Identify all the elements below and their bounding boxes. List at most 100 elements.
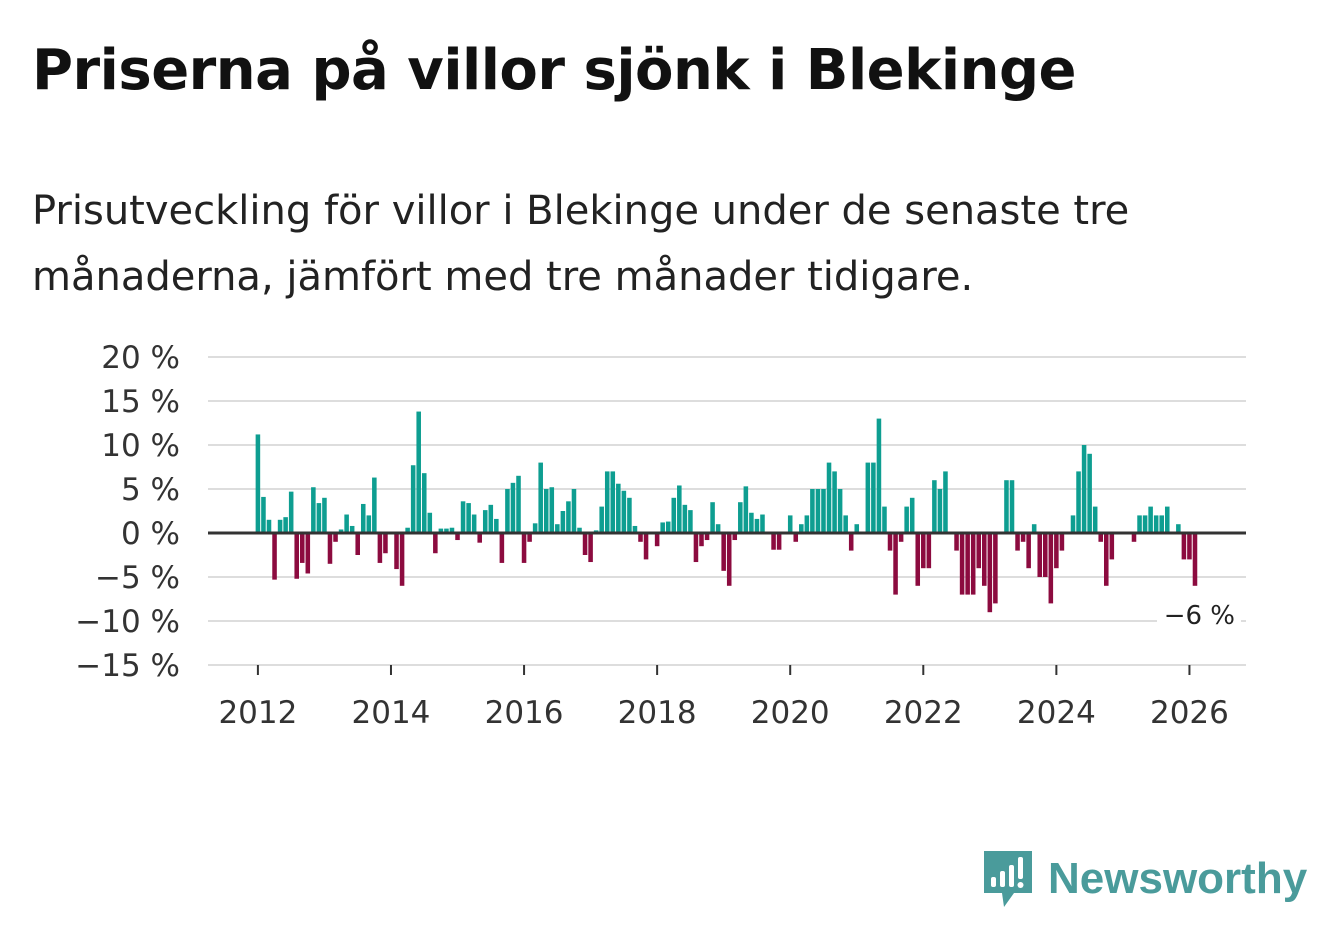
bar [444,528,449,533]
bar [954,533,959,551]
bar [1131,533,1137,542]
bar [1043,533,1048,577]
x-tick-label: 2014 [352,695,431,731]
bar [449,527,455,533]
bar [660,522,665,533]
bar [555,524,560,533]
bar [433,533,438,554]
bar [482,510,488,533]
bar [471,514,477,533]
bar [982,533,987,586]
bar [1142,515,1148,533]
bar [288,491,294,533]
bar [338,529,344,533]
y-tick-label: −15 % [75,648,180,684]
bar [316,503,322,533]
bar [987,533,993,613]
bar [255,434,261,533]
y-tick-label: 15 % [101,384,180,420]
bar [327,533,333,564]
bar [1176,524,1181,533]
bar [893,533,898,595]
bar [560,511,566,533]
bar [965,533,970,595]
bar [421,473,427,533]
bar [876,418,882,533]
y-tick-label: 0 % [121,516,180,552]
bar [272,533,277,580]
bar [494,518,499,533]
bar [632,525,638,533]
last-value-label-bg [1156,597,1241,632]
bar [621,490,627,533]
bar [627,497,632,533]
bar [793,533,799,542]
bar [455,533,460,541]
bar [1076,471,1081,533]
bar [738,502,743,533]
bar [959,533,965,595]
bar [510,482,516,533]
bar [1109,533,1115,560]
bar [854,524,860,533]
bar [399,533,405,586]
bar [466,503,471,533]
bar [871,462,876,533]
bar [355,533,360,555]
bar [1054,533,1059,569]
bar [787,515,793,533]
bar [1070,515,1076,533]
bar [749,512,754,533]
bar [677,485,682,533]
bar [732,533,738,541]
bar [887,533,893,551]
bar [333,533,338,542]
bar [1181,533,1187,560]
bar [688,510,693,533]
bar [1004,480,1009,533]
bar [843,515,848,533]
bar [377,533,383,563]
bar [804,515,810,533]
bar [832,471,837,533]
bar [848,533,854,551]
bar [1137,515,1142,533]
bar [532,523,538,533]
bar [283,517,288,533]
bar [693,533,699,563]
bar [1104,533,1109,586]
bar [882,506,887,533]
brand-name: Newsworthy [1048,854,1308,903]
bar [915,533,921,586]
bar [671,497,677,533]
bar [904,506,909,533]
bar [837,489,843,533]
bar [538,462,543,533]
bar [760,514,765,533]
y-axis-ticks: 20 % 15 % 10 % 5 % 0 % −5 % −10 % −15 % [75,340,180,684]
bar [505,489,510,533]
bar-chart: 20 %15 %10 %5 %0 %−5 %−10 %−15 % 2012 201… [75,340,1246,731]
bar [543,489,549,533]
bar [372,477,377,533]
bar [1081,445,1087,533]
bar [654,533,660,547]
bar [427,512,433,533]
bar [261,496,266,533]
bar [710,502,715,533]
x-tick-label: 2026 [1150,695,1229,731]
y-tick-label: 20 % [101,340,180,376]
last-value-label: −6 % [1164,601,1235,631]
bar [582,533,588,555]
bar [499,533,505,563]
bar [527,533,532,542]
x-tick-label: 2012 [218,695,297,731]
chart-subtitle: Prisutveckling för villor i Blekinge und… [32,188,1130,300]
bar [349,525,355,533]
bar [993,533,998,604]
chart-title: Priserna på villor sjönk i Blekinge [32,38,1077,103]
brand-footer: Newsworthy [980,846,1307,912]
bar [322,497,327,533]
bar [1031,524,1037,533]
bar [699,533,704,547]
